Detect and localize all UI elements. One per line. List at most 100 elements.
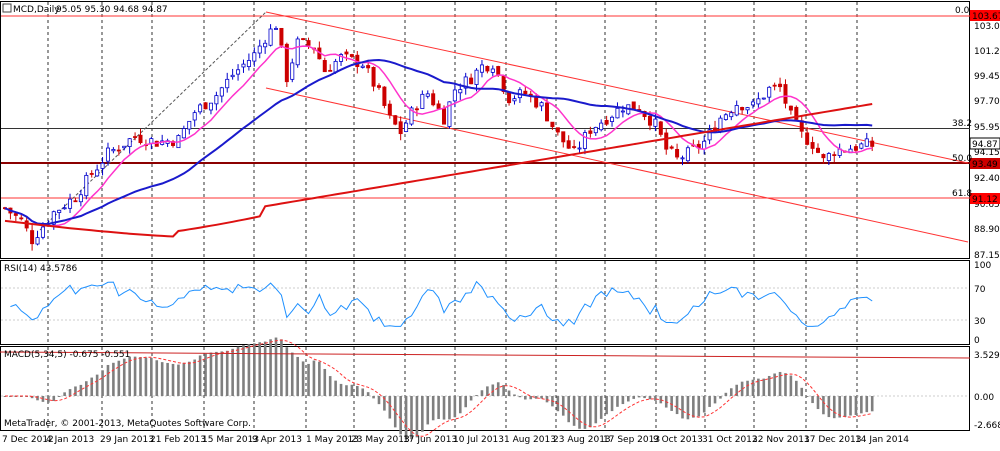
macd-bar (491, 384, 495, 396)
macd-bar (442, 396, 446, 420)
candle-body (572, 146, 577, 148)
candle-body (57, 209, 62, 213)
macd-bar (697, 396, 701, 417)
macd-bar (870, 396, 874, 412)
candle-body (295, 38, 300, 66)
candle-body (398, 121, 403, 135)
level-low-badge (970, 193, 1000, 204)
candle-body (604, 119, 609, 125)
candle-body (615, 107, 620, 119)
macd-bar (215, 351, 218, 396)
macd-bar (323, 368, 327, 396)
macd-bar (453, 396, 457, 418)
date-axis: 7 Dec 2012 4 Jan 2013 29 Jan 2013 21 Feb… (2, 435, 909, 445)
candle-body (214, 95, 219, 105)
fib-trend-line[interactable] (39, 11, 267, 231)
candle-body (750, 101, 755, 106)
macd-bar (865, 396, 869, 413)
candle-body (853, 146, 858, 151)
macd-bar (486, 386, 489, 396)
macd-bar (388, 396, 392, 419)
macd-bar (112, 362, 115, 396)
candle-body (382, 86, 387, 106)
macd-bar (372, 396, 375, 399)
macd-bar (52, 396, 56, 401)
macd-bar (670, 396, 673, 411)
candle-body (675, 149, 680, 158)
macd-bar (762, 378, 766, 396)
candle-body (561, 131, 566, 143)
candle-body (344, 51, 349, 55)
macd-bar (860, 396, 863, 414)
macd-bar (160, 362, 164, 396)
candle-body (268, 28, 273, 46)
candle-body (387, 103, 392, 116)
candle-body (485, 65, 490, 72)
fib-labels: 0.0 38.2 50.0 61.8 (952, 6, 972, 199)
trend-channel[interactable] (39, 11, 969, 243)
macd-bar (507, 390, 511, 396)
macd-bar (572, 396, 576, 426)
candle-body (555, 127, 560, 133)
macd-bar (740, 381, 744, 396)
candle-body (664, 132, 669, 150)
ma-mid-line (4, 58, 873, 226)
macd-bar (767, 375, 771, 396)
macd-bar (307, 363, 310, 396)
macd-bar (778, 371, 782, 396)
candle-body (685, 147, 690, 162)
candle-body (669, 146, 674, 149)
candle-body (95, 169, 100, 177)
candle-body (523, 90, 528, 95)
macd-bar (47, 396, 50, 403)
main-price-panel[interactable] (0, 1, 970, 259)
ma-fast-line (4, 45, 873, 227)
macd-bar (328, 376, 332, 396)
macd-bar (621, 396, 625, 405)
candle-body (810, 142, 815, 149)
price-tick: 101.20 (974, 47, 1000, 57)
macd-bar (675, 396, 679, 415)
candle-body (225, 78, 230, 89)
candle-body (105, 147, 110, 162)
candle-body (832, 154, 837, 157)
price-tick: 94.15 (974, 148, 1000, 158)
date-tick: 17 Sep 2013 (603, 435, 660, 445)
candle-body (73, 200, 78, 203)
candle-body (371, 67, 376, 87)
macd-bar (318, 361, 321, 396)
candle-body (257, 45, 262, 54)
macd-signal-line (5, 339, 873, 437)
macd-bar (101, 370, 104, 396)
macd-bar (301, 361, 305, 396)
candle-body (442, 108, 447, 125)
candle-body (133, 136, 138, 138)
candle-body (290, 62, 295, 80)
macd-bar (475, 395, 478, 397)
price-tick: 97.70 (974, 97, 1000, 107)
price-axis: 103.00 101.20 99.45 97.70 95.95 94.15 92… (969, 10, 1000, 261)
channel-lower-line[interactable] (265, 87, 969, 243)
rsi-panel[interactable] (0, 260, 970, 345)
candle-body (349, 54, 354, 57)
channel-upper-line[interactable] (265, 11, 969, 164)
macd-bar (182, 362, 186, 396)
candle-body (409, 107, 414, 125)
current-price-label: 94.87 (972, 140, 998, 150)
macd-bar (632, 396, 636, 399)
level-mid-label: 93.49 (972, 160, 998, 170)
price-tick: 87.15 (974, 251, 1000, 261)
candle-body (149, 138, 154, 144)
candle-body (788, 105, 793, 111)
candle-body (35, 237, 40, 245)
macd-bar (627, 396, 630, 402)
candle-body (84, 174, 89, 197)
macd-bar (334, 380, 337, 396)
macd-bar (540, 396, 543, 399)
candle-body (241, 63, 246, 68)
candle-body (452, 89, 457, 102)
macd-bar (480, 390, 484, 396)
macd-bar (545, 396, 549, 403)
macd-bar (57, 396, 61, 397)
